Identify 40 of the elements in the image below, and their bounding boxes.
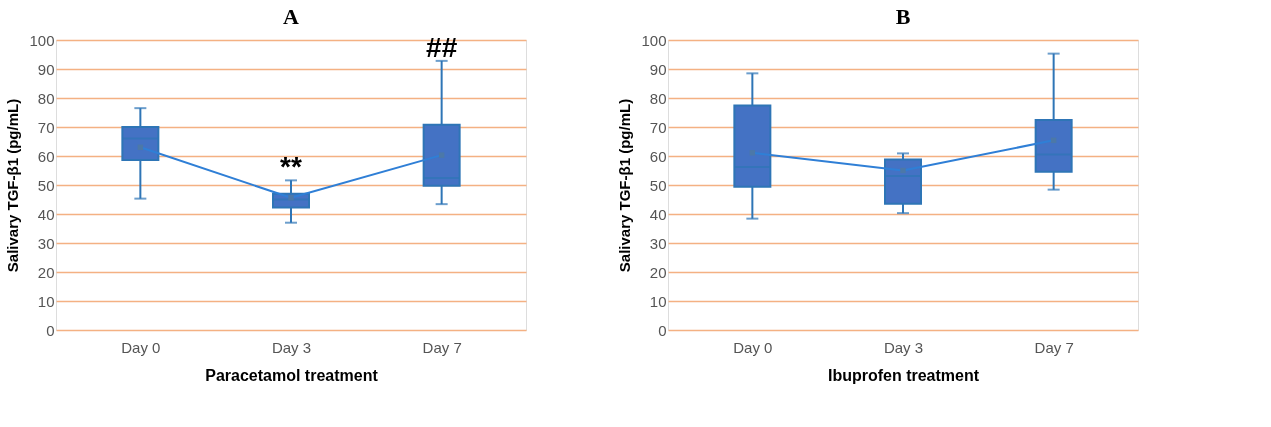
y-tick-label: 20 <box>37 263 55 281</box>
annotation: ** <box>280 151 302 183</box>
x-tick-label: Day 7 <box>1034 338 1074 356</box>
x-tick-label: Day 0 <box>733 338 773 356</box>
x-axis-title: Paracetamol treatment <box>205 366 379 384</box>
point <box>900 167 906 174</box>
x-tick-label: Day 0 <box>121 338 161 356</box>
y-tick-label: 50 <box>649 176 667 194</box>
y-tick-label: 100 <box>641 31 667 49</box>
x-axis-title: Ibuprofen treatment <box>827 366 980 384</box>
point <box>288 195 294 201</box>
x-tick-label: Day 3 <box>883 338 924 356</box>
y-tick-label: 60 <box>37 147 55 165</box>
y-tick-label: 40 <box>37 205 55 223</box>
y-tick-label: 80 <box>37 89 55 107</box>
annotation: ## <box>426 31 458 63</box>
chart-title: A <box>283 4 300 29</box>
y-tick-label: 0 <box>658 321 667 339</box>
y-tick-label: 80 <box>649 89 667 107</box>
y-tick-label: 90 <box>649 60 667 78</box>
y-tick-label: 10 <box>649 292 667 310</box>
y-tick-label: 0 <box>46 321 55 339</box>
point <box>438 152 445 158</box>
x-tick-label: Day 7 <box>422 338 462 356</box>
point <box>749 150 756 156</box>
y-axis-title: Salivary TGF-β1 (pg/mL) <box>4 98 22 273</box>
chart-title: B <box>895 4 911 29</box>
y-tick-label: 30 <box>37 234 55 252</box>
y-tick-label: 100 <box>29 31 55 49</box>
y-axis-title: Salivary TGF-β1 (pg/mL) <box>616 98 634 273</box>
y-tick-label: 70 <box>37 118 55 136</box>
y-tick-label: 60 <box>649 147 667 165</box>
y-tick-label: 70 <box>649 118 667 136</box>
y-tick-label: 40 <box>649 205 667 223</box>
y-tick-label: 20 <box>649 263 667 281</box>
y-tick-label: 90 <box>37 60 55 78</box>
x-tick-label: Day 3 <box>271 338 312 356</box>
y-tick-label: 10 <box>37 292 55 310</box>
y-tick-label: 30 <box>649 234 667 252</box>
y-tick-label: 50 <box>37 176 55 194</box>
